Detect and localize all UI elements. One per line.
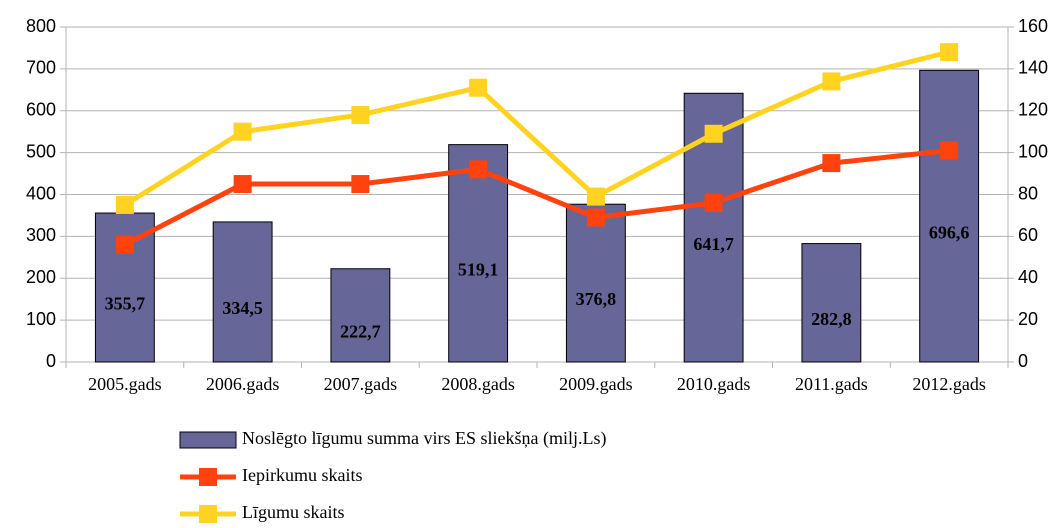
data-label: 519,1 — [458, 259, 499, 279]
bar — [212, 221, 273, 363]
data-label: 355,7 — [105, 294, 146, 314]
y2-tick-label: 20 — [1018, 309, 1038, 329]
y2-tick-label: 40 — [1018, 267, 1038, 287]
x-tick-label: 2006.gads — [206, 374, 280, 394]
marker — [115, 195, 134, 214]
data-label: 282,8 — [811, 309, 852, 329]
bar — [448, 144, 509, 363]
y2-tick-label: 160 — [1018, 16, 1048, 36]
y-tick-label: 500 — [26, 141, 56, 161]
legend-label: Līgumu skaits — [242, 502, 345, 522]
y2-tick-label: 60 — [1018, 225, 1038, 245]
x-tick-label: 2012.gads — [912, 374, 986, 394]
marker — [351, 105, 370, 124]
marker — [115, 235, 134, 254]
marker — [469, 78, 488, 97]
marker — [940, 141, 959, 160]
y-tick-label: 300 — [26, 225, 56, 245]
legend-label: Noslēgto līgumu summa virs ES sliekšņa (… — [242, 428, 606, 449]
y2-tick-label: 100 — [1018, 141, 1048, 161]
legend-label: Iepirkumu skaits — [242, 465, 362, 485]
line — [123, 49, 950, 208]
bar — [919, 69, 980, 363]
y-tick-label: 100 — [26, 309, 56, 329]
x-tick-label: 2005.gads — [88, 374, 162, 394]
x-tick-label: 2009.gads — [559, 374, 633, 394]
y-tick-label: 200 — [26, 267, 56, 287]
legend-swatch — [199, 505, 217, 523]
y-tick-label: 700 — [26, 58, 56, 78]
bar — [801, 243, 862, 363]
y-tick-label: 600 — [26, 100, 56, 120]
x-tick-label: 2010.gads — [677, 374, 751, 394]
line — [123, 148, 950, 247]
marker — [822, 154, 841, 173]
marker — [233, 175, 252, 194]
marker — [233, 122, 252, 141]
marker — [351, 175, 370, 194]
x-tick-label: 2011.gads — [795, 374, 868, 394]
marker — [704, 124, 723, 143]
y-tick-label: 0 — [46, 351, 56, 371]
bar — [330, 268, 391, 363]
marker — [704, 193, 723, 212]
marker — [822, 72, 841, 91]
marker — [469, 160, 488, 179]
marker — [940, 43, 959, 62]
y2-tick-label: 120 — [1018, 100, 1048, 120]
marker — [586, 208, 605, 227]
legend-swatch — [179, 431, 237, 449]
data-label: 376,8 — [576, 289, 617, 309]
legend-swatch — [199, 468, 217, 486]
y2-tick-label: 140 — [1018, 58, 1048, 78]
data-label: 696,6 — [929, 222, 970, 242]
data-label: 641,7 — [693, 234, 734, 254]
bar — [565, 203, 626, 363]
x-tick-label: 2008.gads — [441, 374, 515, 394]
bar — [94, 212, 155, 363]
y-tick-label: 800 — [26, 16, 56, 36]
marker — [586, 187, 605, 206]
data-label: 334,5 — [222, 298, 263, 318]
y2-tick-label: 0 — [1018, 351, 1028, 371]
y-tick-label: 400 — [26, 183, 56, 203]
x-tick-label: 2007.gads — [324, 374, 398, 394]
y2-tick-label: 80 — [1018, 183, 1038, 203]
data-label: 222,7 — [340, 321, 381, 341]
